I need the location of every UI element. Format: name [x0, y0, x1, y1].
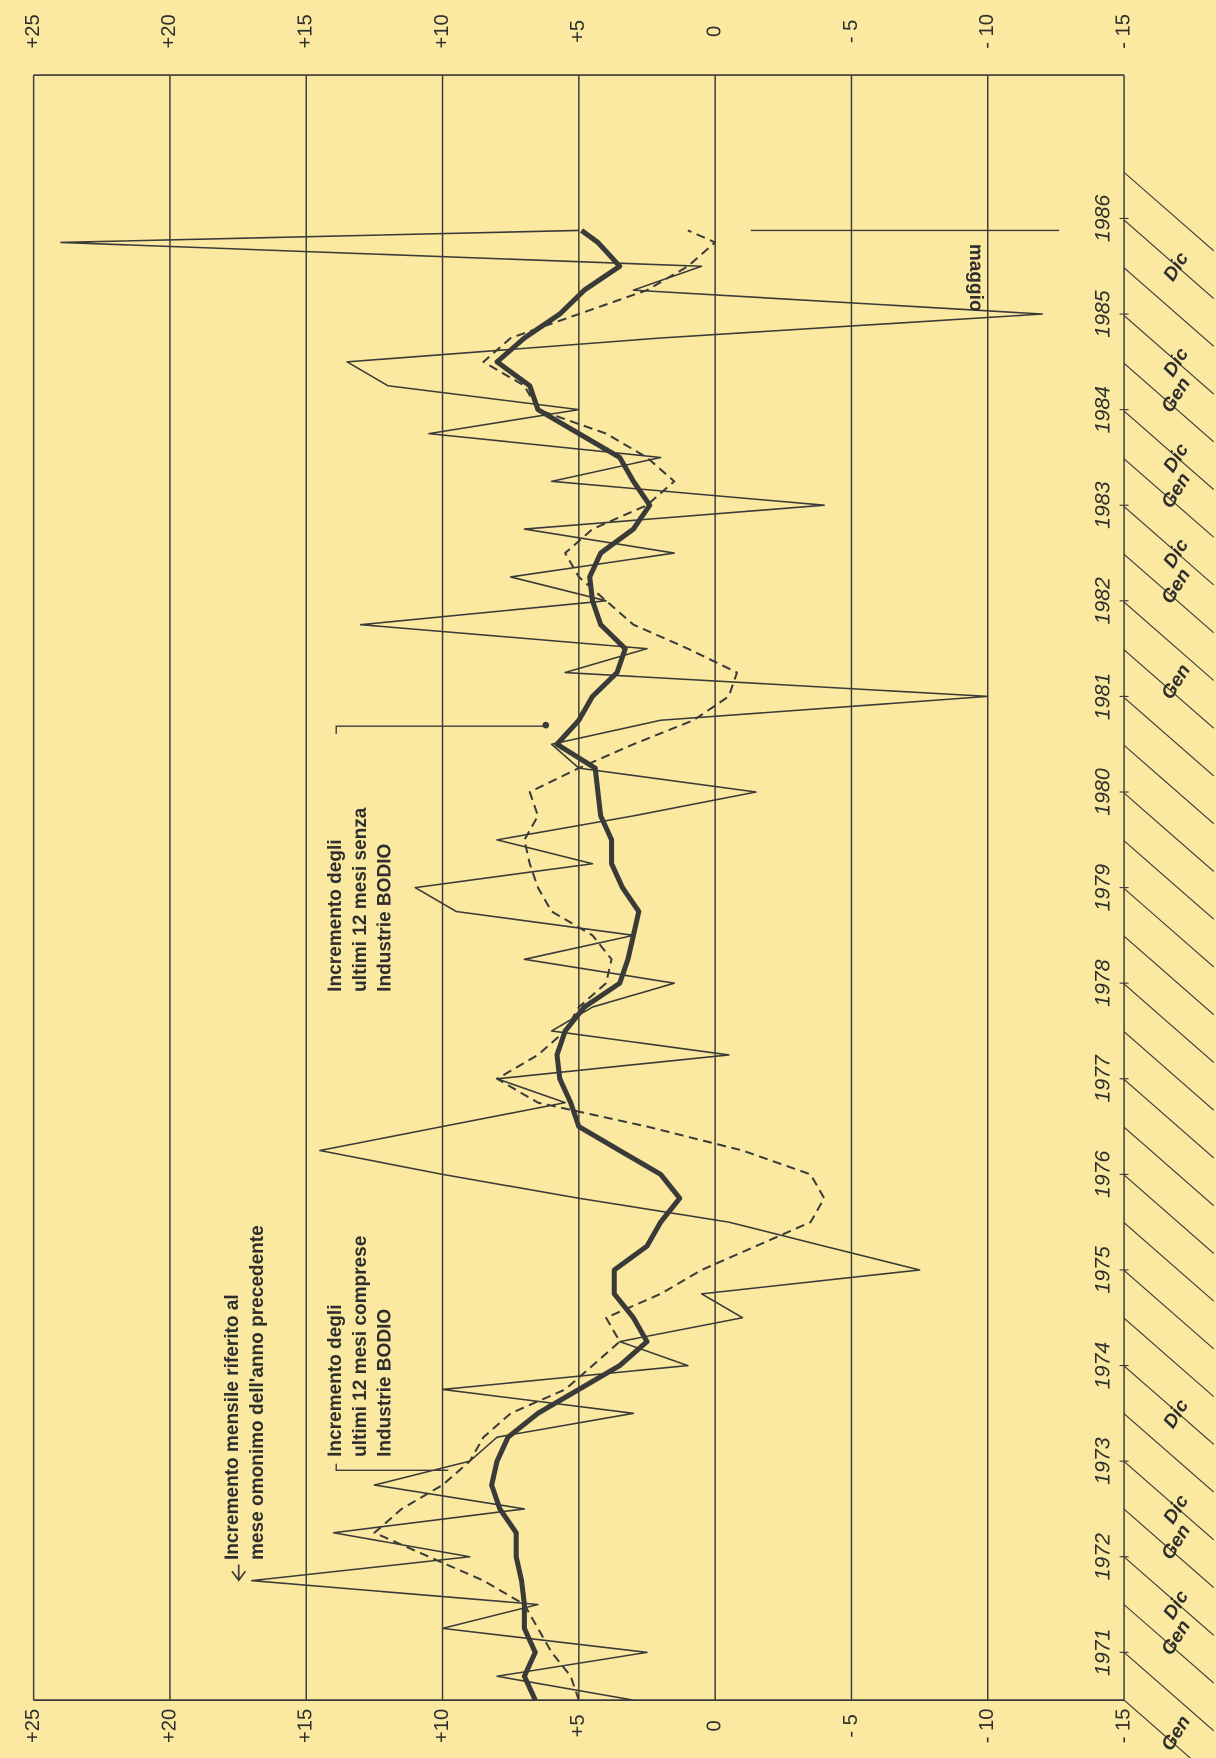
hatch	[1123, 744, 1215, 825]
hatch	[1123, 1556, 1215, 1636]
hatch	[1123, 458, 1215, 538]
x-tick-label: 1973	[1091, 1437, 1115, 1485]
x-tick-label: 1974	[1091, 1342, 1115, 1390]
y-tick-label: +5	[567, 1714, 589, 1737]
y-tick-label: - 5	[840, 20, 862, 44]
y-tick-label: 0	[703, 26, 725, 37]
x-tick-label: 1971	[1091, 1629, 1115, 1676]
leader	[231, 1564, 247, 1582]
series-label: Incremento mensile riferito al	[222, 1294, 243, 1560]
hatch	[1123, 219, 1215, 299]
hatch	[1123, 792, 1215, 872]
series-line	[489, 228, 683, 1702]
hatch	[1123, 553, 1215, 634]
y-tick-label: +15	[295, 14, 317, 48]
hatch	[1123, 1508, 1215, 1589]
hatch	[1123, 1031, 1215, 1111]
y-tick-label: - 15	[1112, 1709, 1134, 1744]
y-tick-label: +5	[567, 20, 589, 43]
hatch	[1123, 362, 1215, 443]
hatch	[1123, 506, 1215, 586]
series-label: Incremento degli	[325, 1305, 346, 1457]
hatch	[1123, 1413, 1215, 1493]
hatch	[1123, 697, 1215, 777]
x-tick-label: 1981	[1091, 673, 1115, 720]
series-label: Industrie BODIO	[375, 843, 396, 991]
hatch	[1123, 1079, 1215, 1159]
hatch	[1123, 983, 1215, 1063]
leader-dot	[542, 721, 550, 729]
y-tick-label: +20	[158, 1709, 180, 1743]
x-tick-label: 1976	[1091, 1151, 1115, 1199]
hatch	[1123, 888, 1215, 968]
x-tick-label: 1983	[1091, 481, 1115, 529]
y-tick-label: +25	[22, 1709, 44, 1743]
x-tick-label: 1978	[1091, 959, 1115, 1007]
hatch	[1123, 1651, 1215, 1732]
y-tick-label: +15	[295, 1709, 317, 1743]
series-label: ultimi 12 mesi senza	[350, 807, 371, 992]
hatch	[1123, 935, 1215, 1016]
y-tick-label: - 10	[976, 1709, 998, 1744]
hatch	[1123, 840, 1215, 920]
leader	[335, 725, 544, 735]
hatch	[1123, 1604, 1215, 1684]
y-tick-label: - 15	[1112, 14, 1134, 49]
x-tick-label: 1975	[1091, 1246, 1115, 1294]
y-tick-label: +20	[158, 14, 180, 48]
x-tick-label: 1980	[1091, 768, 1115, 816]
y-tick-label: - 5	[840, 1714, 862, 1738]
x-tick-label: 1979	[1091, 864, 1115, 912]
hatch	[1123, 171, 1215, 252]
x-tick-label: 1986	[1091, 195, 1115, 243]
hatch	[1123, 410, 1215, 490]
hatch	[1123, 1222, 1215, 1302]
hatch	[1123, 649, 1215, 729]
x-tick-label: 1977	[1091, 1054, 1115, 1103]
x-tick-label: 1972	[1091, 1533, 1115, 1581]
y-tick-label: +10	[431, 14, 453, 48]
hatch	[1123, 601, 1215, 681]
annotation: maggio	[965, 244, 986, 312]
hatch	[1123, 315, 1215, 395]
series-line	[373, 229, 826, 1701]
hatch	[1123, 1460, 1215, 1541]
x-tick-label: 1985	[1091, 290, 1115, 338]
series-label: Industrie BODIO	[375, 1309, 396, 1457]
hatch	[1123, 1270, 1215, 1350]
series-label: mese omonimo dell'anno precedente	[247, 1225, 268, 1560]
hatch	[1123, 1126, 1215, 1207]
y-tick-label: - 10	[976, 14, 998, 49]
x-tick-label: 1982	[1091, 577, 1115, 625]
hatch	[1123, 1699, 1192, 1758]
y-tick-label: 0	[703, 1720, 725, 1731]
series-label: ultimi 12 mesi comprese	[350, 1236, 371, 1457]
y-tick-label: +10	[431, 1709, 453, 1743]
hatch	[1123, 1317, 1215, 1398]
y-tick-label: +25	[22, 14, 44, 48]
x-tick-label: 1984	[1091, 386, 1115, 434]
hatch	[1123, 1174, 1215, 1254]
series-label: Incremento degli	[325, 839, 346, 991]
leader	[335, 1463, 449, 1472]
hatch	[1123, 1365, 1215, 1445]
hatch	[1123, 267, 1215, 347]
